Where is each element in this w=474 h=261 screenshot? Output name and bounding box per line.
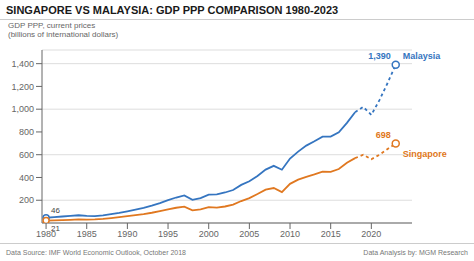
svg-text:200: 200 bbox=[19, 195, 34, 205]
svg-text:800: 800 bbox=[19, 127, 34, 137]
svg-text:2000: 2000 bbox=[199, 229, 219, 239]
html-text:GDP PPP, current prices: GDP PPP, current prices bbox=[8, 21, 96, 30]
svg-text:400: 400 bbox=[19, 173, 34, 183]
svg-text:1990: 1990 bbox=[117, 229, 137, 239]
svg-text:698: 698 bbox=[376, 130, 391, 140]
svg-text:1,390: 1,390 bbox=[368, 51, 391, 61]
svg-text:2010: 2010 bbox=[280, 229, 300, 239]
svg-text:1985: 1985 bbox=[77, 229, 97, 239]
html-text:Data Source: IMF World Economi: Data Source: IMF World Economic Outlook,… bbox=[6, 249, 186, 256]
html-text:Data Analysis by: MGM Research: Data Analysis by: MGM Research bbox=[363, 249, 468, 256]
svg-text:600: 600 bbox=[19, 150, 34, 160]
svg-text:1,000: 1,000 bbox=[11, 104, 34, 114]
svg-text:1,200: 1,200 bbox=[11, 82, 34, 92]
svg-text:1980: 1980 bbox=[36, 229, 56, 239]
svg-text:2020: 2020 bbox=[361, 229, 381, 239]
svg-text:2005: 2005 bbox=[239, 229, 259, 239]
svg-text:Malaysia: Malaysia bbox=[403, 51, 442, 61]
svg-text:1995: 1995 bbox=[158, 229, 178, 239]
svg-text:1,400: 1,400 bbox=[11, 59, 34, 69]
svg-text:21: 21 bbox=[51, 223, 60, 233]
svg-text:Singapore: Singapore bbox=[403, 149, 447, 159]
html-text:(billions of international dol: (billions of international dollars) bbox=[8, 30, 119, 39]
svg-text:46: 46 bbox=[51, 206, 60, 215]
svg-text:2015: 2015 bbox=[321, 229, 341, 239]
html-text:SINGAPORE VS MALAYSIA: GDP PPP: SINGAPORE VS MALAYSIA: GDP PPP COMPARISO… bbox=[6, 4, 339, 16]
